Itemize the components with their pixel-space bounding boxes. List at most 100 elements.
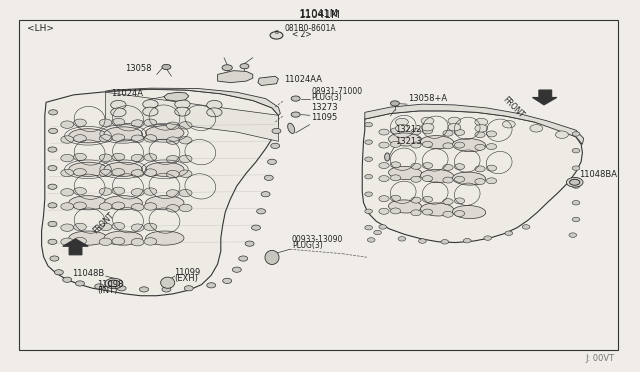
Polygon shape (42, 89, 278, 296)
Circle shape (131, 189, 144, 196)
Circle shape (112, 187, 125, 195)
Circle shape (365, 225, 372, 230)
Circle shape (262, 77, 273, 83)
Circle shape (365, 192, 372, 196)
Ellipse shape (388, 166, 422, 180)
Ellipse shape (385, 153, 390, 161)
Circle shape (443, 164, 453, 170)
Ellipse shape (452, 172, 486, 185)
Circle shape (223, 278, 232, 283)
Circle shape (448, 117, 461, 125)
Circle shape (112, 237, 125, 245)
Circle shape (365, 140, 372, 144)
Circle shape (390, 162, 401, 168)
Circle shape (390, 101, 399, 106)
Circle shape (422, 163, 433, 169)
Circle shape (140, 287, 148, 292)
Circle shape (166, 155, 179, 163)
Circle shape (74, 153, 86, 161)
Circle shape (264, 175, 273, 180)
Circle shape (379, 176, 389, 182)
Circle shape (454, 176, 465, 182)
Circle shape (390, 175, 401, 181)
Circle shape (143, 100, 158, 109)
Ellipse shape (452, 138, 486, 152)
Circle shape (95, 284, 104, 289)
Polygon shape (218, 71, 253, 83)
Ellipse shape (104, 162, 143, 176)
Circle shape (443, 199, 453, 205)
Circle shape (144, 203, 157, 210)
Ellipse shape (104, 196, 143, 210)
Circle shape (422, 176, 433, 182)
Circle shape (74, 119, 86, 126)
Circle shape (112, 222, 125, 230)
Ellipse shape (69, 129, 108, 143)
Circle shape (502, 121, 515, 128)
Circle shape (207, 283, 216, 288)
Circle shape (422, 209, 433, 215)
Polygon shape (362, 111, 582, 243)
Circle shape (411, 197, 421, 203)
Circle shape (99, 169, 112, 177)
Circle shape (245, 241, 254, 246)
Circle shape (486, 178, 497, 184)
Circle shape (112, 169, 125, 176)
Circle shape (257, 209, 266, 214)
Polygon shape (106, 92, 278, 141)
Circle shape (566, 177, 583, 187)
Circle shape (240, 74, 249, 80)
Circle shape (379, 208, 389, 214)
Circle shape (131, 154, 144, 162)
Circle shape (396, 125, 408, 132)
Circle shape (131, 170, 144, 177)
Circle shape (175, 100, 190, 109)
Circle shape (365, 209, 372, 214)
Circle shape (463, 238, 471, 243)
Circle shape (111, 100, 126, 109)
Circle shape (166, 170, 179, 178)
Circle shape (291, 96, 300, 101)
Circle shape (232, 267, 241, 272)
Circle shape (49, 110, 58, 115)
Circle shape (475, 166, 485, 172)
Circle shape (99, 238, 112, 246)
Circle shape (48, 166, 57, 171)
Circle shape (61, 203, 74, 210)
Text: 13058+A: 13058+A (408, 94, 447, 103)
Circle shape (379, 196, 389, 202)
Ellipse shape (146, 196, 184, 210)
Circle shape (379, 142, 389, 148)
Circle shape (144, 154, 157, 161)
Circle shape (475, 125, 488, 132)
Circle shape (422, 128, 433, 134)
Circle shape (268, 159, 276, 164)
Circle shape (179, 155, 192, 163)
Circle shape (207, 100, 222, 109)
Circle shape (131, 224, 144, 231)
Circle shape (271, 143, 280, 148)
Circle shape (74, 187, 86, 195)
Text: 11095: 11095 (311, 113, 337, 122)
Circle shape (131, 238, 144, 246)
Circle shape (108, 280, 120, 287)
Text: 11098: 11098 (97, 280, 124, 289)
Circle shape (48, 221, 57, 227)
Text: < 2>: < 2> (292, 30, 312, 39)
Circle shape (228, 72, 241, 79)
Text: (EXH): (EXH) (174, 275, 198, 283)
Circle shape (61, 224, 74, 231)
Circle shape (572, 166, 580, 170)
Circle shape (398, 237, 406, 241)
Circle shape (112, 118, 125, 126)
Circle shape (99, 154, 112, 161)
Circle shape (63, 277, 72, 282)
Circle shape (162, 64, 171, 70)
Circle shape (486, 165, 497, 171)
Circle shape (443, 143, 453, 149)
Circle shape (112, 202, 125, 209)
Ellipse shape (69, 231, 108, 245)
Circle shape (112, 134, 125, 141)
Circle shape (390, 141, 401, 147)
Circle shape (475, 144, 485, 150)
